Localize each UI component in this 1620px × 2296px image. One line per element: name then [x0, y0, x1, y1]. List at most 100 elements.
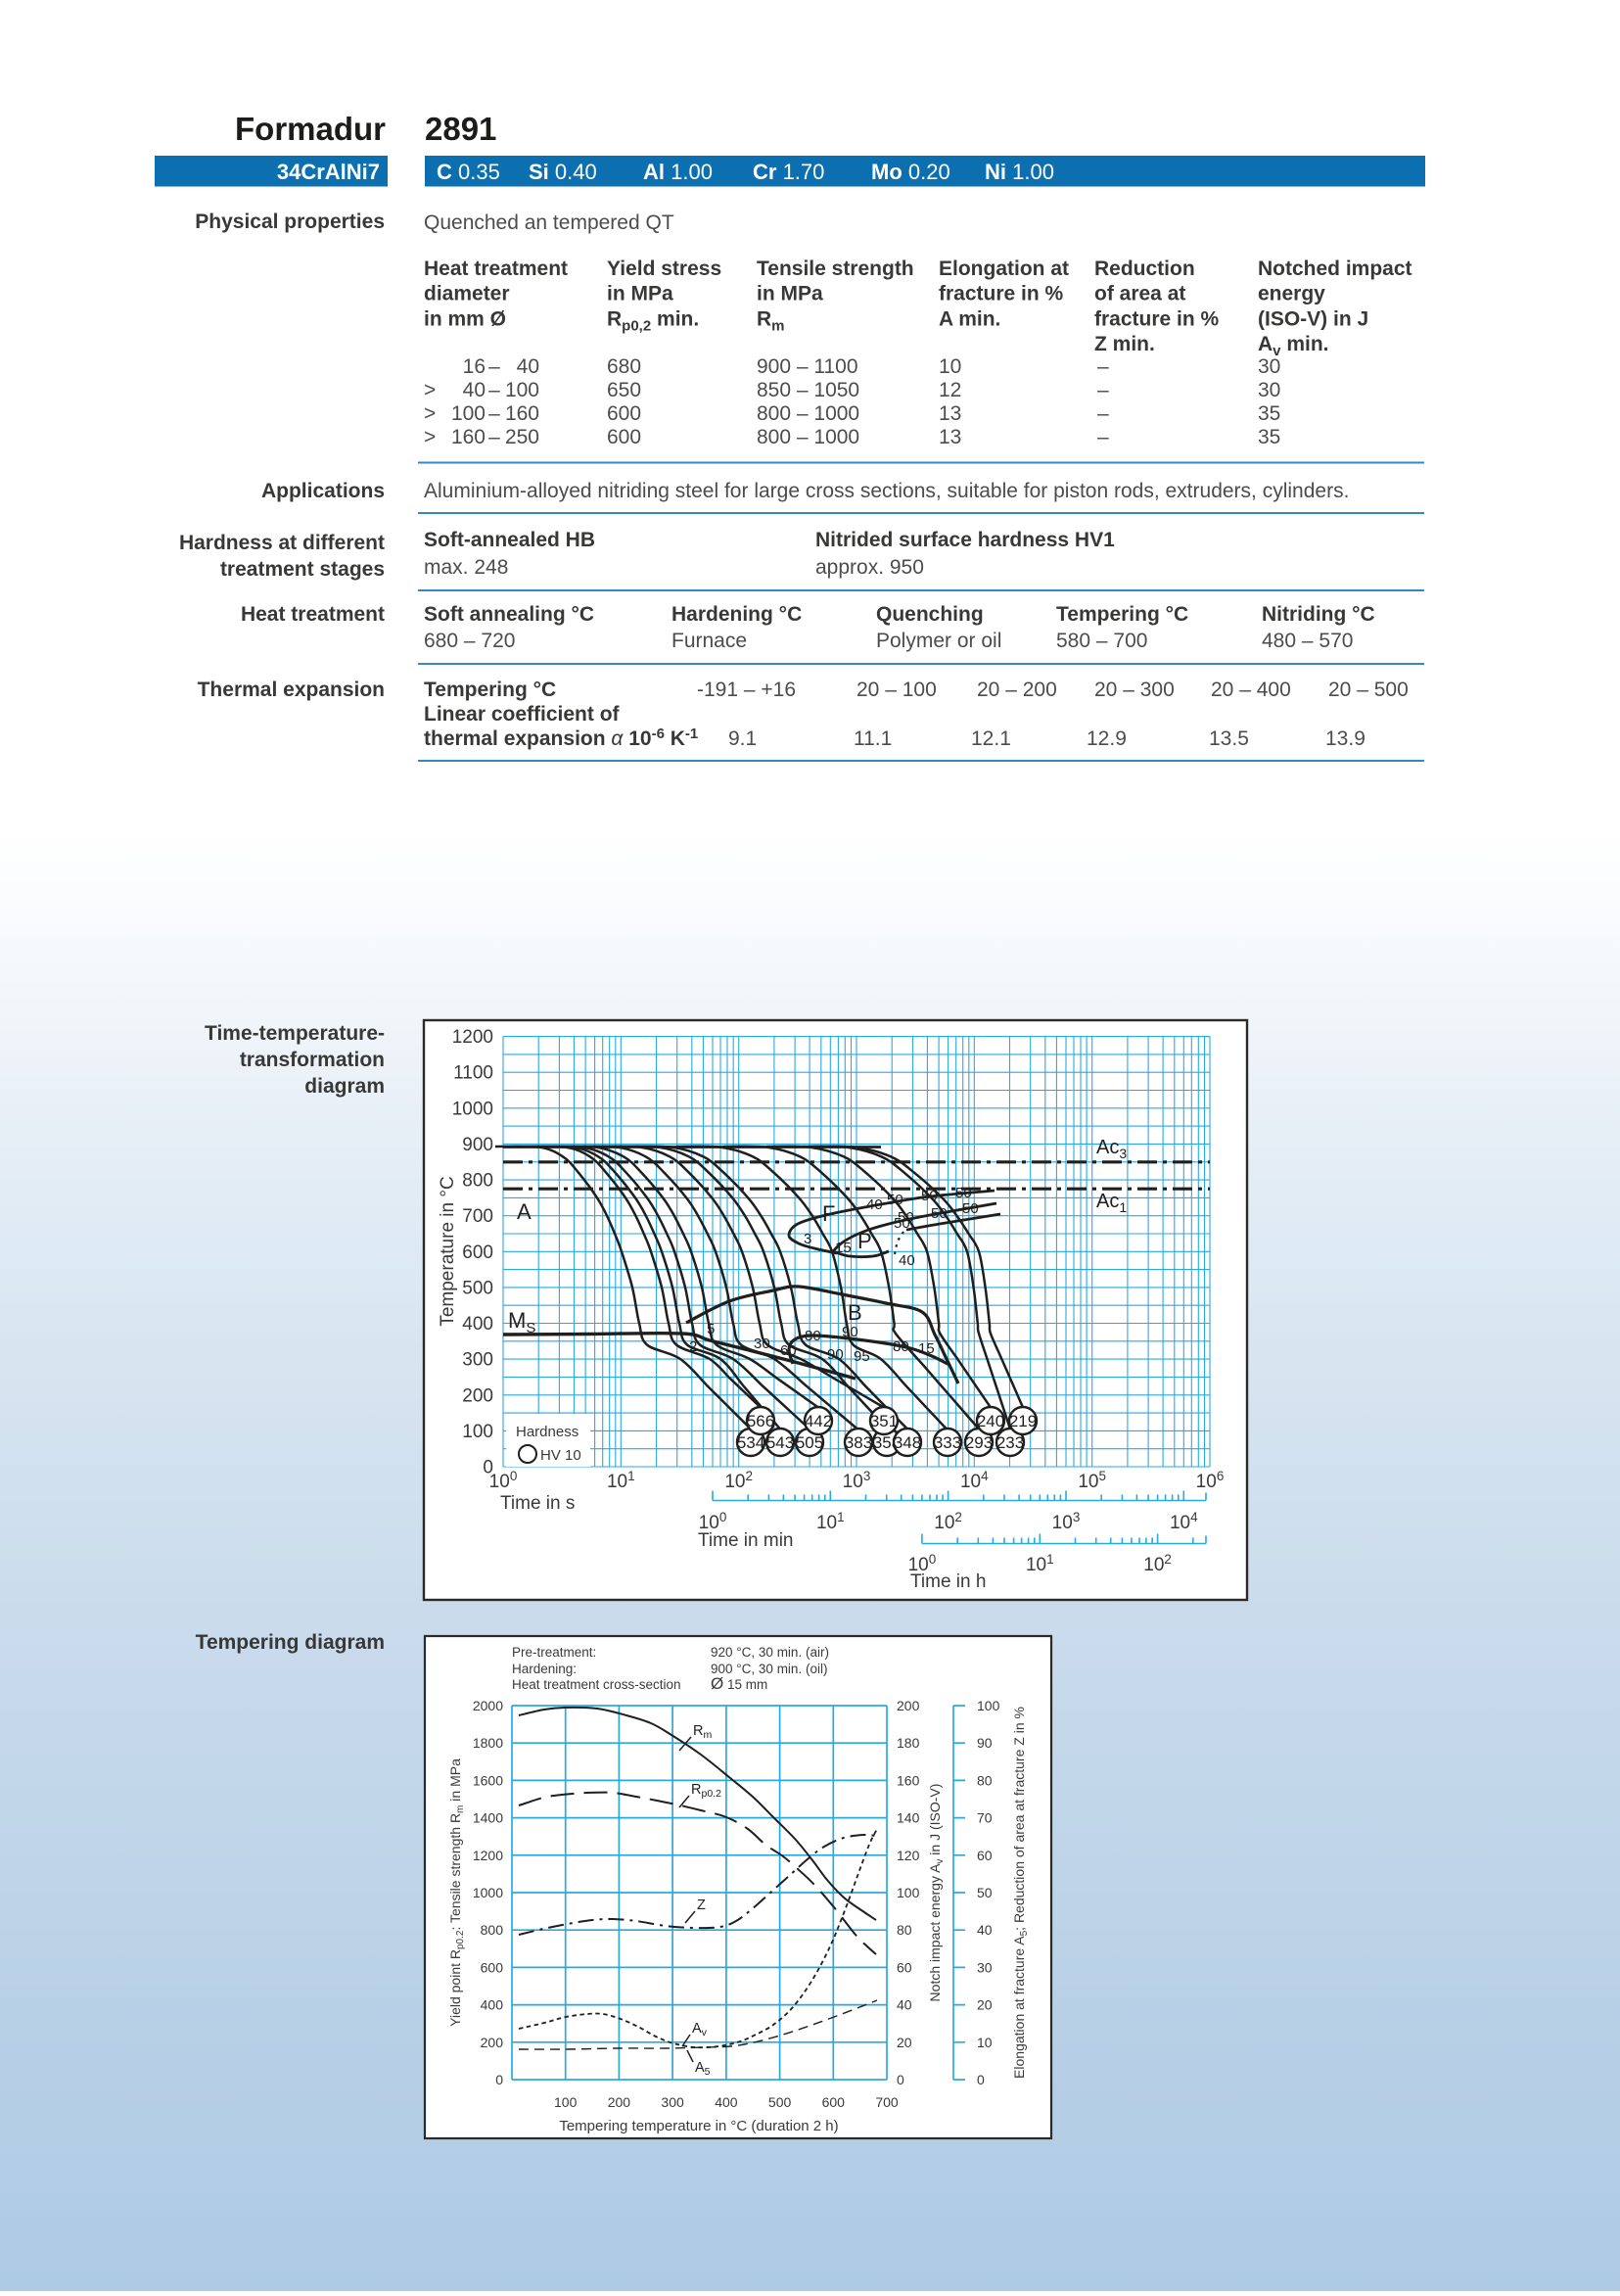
svg-text:920 °C, 30 min. (air): 920 °C, 30 min. (air) [711, 1645, 829, 1660]
svg-text:C 0.35: C 0.35 [437, 160, 500, 184]
svg-text:1100: 1100 [453, 1063, 493, 1084]
svg-text:–: – [1097, 379, 1109, 401]
svg-text:400: 400 [481, 1997, 504, 2013]
svg-text:300: 300 [661, 2094, 684, 2110]
svg-text:800 – 1000: 800 – 1000 [757, 426, 859, 448]
svg-text:20: 20 [897, 2035, 912, 2050]
svg-text:0: 0 [495, 2072, 503, 2087]
svg-text:60: 60 [977, 1848, 993, 1863]
svg-text:40: 40 [866, 1196, 883, 1213]
svg-text:>: > [424, 379, 436, 401]
svg-text:50: 50 [894, 1215, 910, 1232]
svg-text:680 – 720: 680 – 720 [424, 630, 515, 652]
svg-text:12.9: 12.9 [1087, 727, 1127, 750]
svg-text:348: 348 [894, 1433, 921, 1452]
svg-text:140: 140 [897, 1810, 920, 1826]
svg-text:2891: 2891 [425, 111, 496, 147]
svg-text:103: 103 [1052, 1510, 1081, 1533]
svg-text:Av min.: Av min. [1258, 333, 1329, 359]
svg-text:240: 240 [977, 1412, 1004, 1430]
svg-text:10: 10 [977, 2035, 993, 2050]
svg-text:-191 – +16: -191 – +16 [697, 679, 796, 701]
svg-text:Aluminium-alloyed nitriding st: Aluminium-alloyed nitriding steel for la… [424, 480, 1349, 502]
svg-text:850 – 1050: 850 – 1050 [757, 379, 859, 401]
svg-text:480 – 570: 480 – 570 [1262, 630, 1353, 652]
svg-text:40: 40 [517, 355, 539, 378]
svg-text:30: 30 [754, 1335, 770, 1352]
svg-text:20 – 200: 20 – 200 [977, 679, 1057, 701]
svg-text:40: 40 [897, 1997, 912, 2013]
svg-text:–: – [488, 426, 500, 448]
svg-text:Reduction: Reduction [1094, 258, 1195, 280]
svg-text:15: 15 [835, 1240, 852, 1256]
svg-text:Si 0.40: Si 0.40 [529, 160, 597, 184]
svg-text:400: 400 [715, 2094, 738, 2110]
svg-text:34CrAlNi7: 34CrAlNi7 [277, 160, 380, 184]
svg-text:2: 2 [689, 1338, 697, 1355]
svg-text:800 – 1000: 800 – 1000 [757, 402, 859, 425]
svg-text:30: 30 [1258, 379, 1280, 401]
svg-text:Time in min: Time in min [698, 1530, 793, 1551]
svg-text:700: 700 [462, 1206, 493, 1227]
svg-text:Yield stress: Yield stress [607, 258, 721, 280]
svg-text:of area at: of area at [1094, 283, 1185, 305]
svg-text:Nitrided surface hardness HV1: Nitrided surface hardness HV1 [815, 529, 1115, 551]
svg-text:Applications: Applications [261, 480, 385, 502]
svg-text:Tempering temperature in °C (d: Tempering temperature in °C (duration 2 … [559, 2118, 838, 2134]
svg-text:50: 50 [921, 1188, 938, 1204]
svg-text:Polymer or oil: Polymer or oil [876, 630, 1001, 652]
svg-text:Z min.: Z min. [1094, 333, 1155, 355]
svg-text:60: 60 [897, 1959, 912, 1975]
svg-text:–: – [488, 355, 500, 378]
svg-text:Hardness at different: Hardness at different [179, 532, 385, 554]
svg-text:100: 100 [699, 1510, 727, 1533]
svg-text:20 – 100: 20 – 100 [856, 679, 937, 701]
svg-text:534: 534 [737, 1433, 764, 1452]
svg-text:160: 160 [451, 426, 486, 448]
svg-text:233: 233 [996, 1433, 1024, 1452]
svg-text:70: 70 [977, 1810, 993, 1826]
svg-text:3: 3 [804, 1231, 811, 1247]
svg-text:2000: 2000 [473, 1698, 503, 1713]
svg-text:35: 35 [1258, 402, 1280, 425]
svg-text:900: 900 [462, 1135, 493, 1155]
svg-text:13.9: 13.9 [1325, 727, 1365, 750]
svg-text:30: 30 [1258, 355, 1280, 378]
svg-text:50: 50 [955, 1185, 972, 1201]
svg-text:>: > [424, 402, 436, 425]
svg-text:9.1: 9.1 [728, 727, 757, 750]
svg-text:500: 500 [462, 1278, 493, 1298]
svg-text:15: 15 [918, 1340, 935, 1357]
svg-text:90: 90 [842, 1324, 858, 1340]
svg-text:Time in h: Time in h [910, 1571, 986, 1592]
svg-text:A min.: A min. [939, 307, 1000, 330]
svg-text:Quenching: Quenching [876, 603, 984, 626]
svg-text:Notch impact energy Av in J (I: Notch impact energy Av in J (ISO-V) [927, 1784, 946, 2002]
svg-text:Yield point Rp0.2: Tensile str: Yield point Rp0.2: Tensile strength Rm i… [447, 1758, 466, 2027]
svg-text:HV 10: HV 10 [540, 1447, 581, 1464]
svg-text:Formadur: Formadur [235, 111, 386, 147]
svg-text:0: 0 [977, 2072, 985, 2087]
svg-text:Thermal expansion: Thermal expansion [198, 679, 385, 701]
svg-text:Z: Z [697, 1898, 706, 1913]
svg-text:Time-temperature-: Time-temperature- [205, 1022, 385, 1045]
svg-text:11.1: 11.1 [854, 727, 892, 750]
svg-text:Elongation at: Elongation at [939, 258, 1069, 280]
svg-text:P: P [857, 1229, 872, 1253]
svg-text:200: 200 [462, 1385, 493, 1406]
svg-text:1000: 1000 [452, 1099, 493, 1119]
svg-text:Hardening °C: Hardening °C [671, 603, 802, 626]
svg-text:100: 100 [451, 402, 486, 425]
svg-text:500: 500 [768, 2094, 792, 2110]
svg-text:160: 160 [505, 402, 539, 425]
svg-text:Quenched an tempered QT: Quenched an tempered QT [424, 211, 674, 234]
svg-text:0: 0 [483, 1458, 493, 1478]
svg-text:12.1: 12.1 [971, 727, 1011, 750]
svg-text:95: 95 [854, 1348, 870, 1365]
svg-text:Elongation at fracture A5; Red: Elongation at fracture A5; Reduction of … [1011, 1707, 1030, 2079]
svg-text:200: 200 [608, 2094, 631, 2110]
svg-text:100: 100 [977, 1698, 1000, 1713]
svg-text:Heat treatment cross-section: Heat treatment cross-section [512, 1677, 681, 1692]
svg-text:A: A [517, 1199, 532, 1224]
svg-text:Ø 15 mm: Ø 15 mm [711, 1674, 767, 1693]
